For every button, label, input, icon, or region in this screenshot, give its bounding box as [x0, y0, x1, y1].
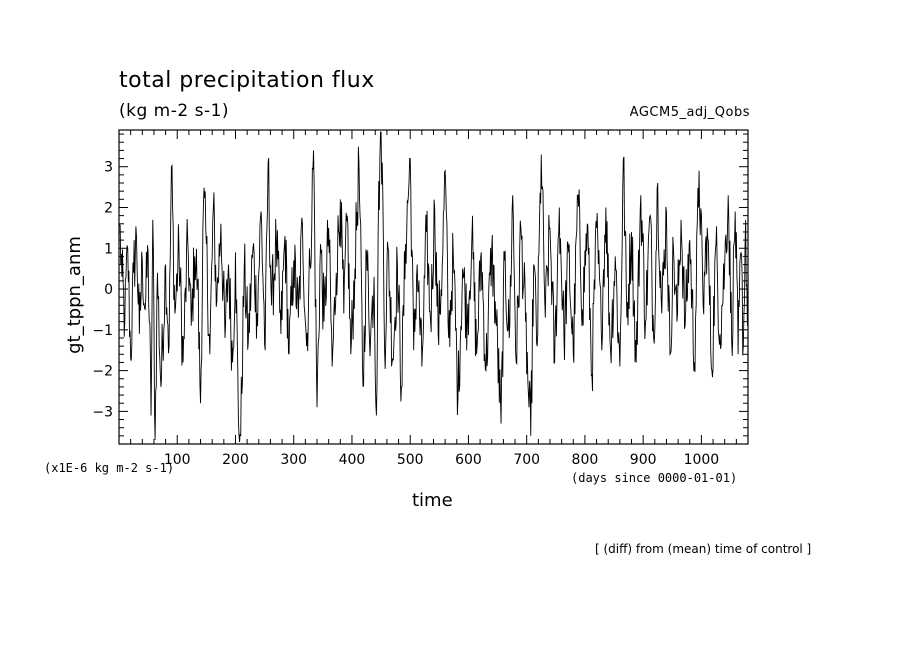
- series-line: [119, 131, 748, 442]
- x-tick-label: 100: [164, 452, 191, 468]
- x-tick-label: 300: [280, 452, 307, 468]
- y-axis-ticks: 3 2 1 0 −1 −2 −3: [92, 133, 748, 445]
- y-tick-label: 0: [104, 282, 113, 298]
- chart-units: (kg m-2 s-1): [119, 101, 230, 121]
- y-tick-label: 3: [104, 160, 113, 176]
- y-axis-label: gt_tppn_anm: [64, 236, 85, 354]
- y-tick-label: −3: [92, 404, 113, 420]
- chart-title: total precipitation flux: [119, 68, 375, 93]
- x-tick-label: 200: [222, 452, 249, 468]
- x-tick-label: 500: [397, 452, 424, 468]
- x-tick-label: 400: [339, 452, 366, 468]
- x-tick-label: 900: [630, 452, 657, 468]
- y-tick-label: −1: [92, 323, 113, 339]
- x-axis-units: (days since 0000-01-01): [571, 471, 738, 485]
- x-tick-label: 1000: [684, 452, 720, 468]
- x-tick-label: 800: [572, 452, 599, 468]
- y-tick-label: 2: [104, 200, 113, 216]
- y-scale-note: (x1E-6 kg m-2 s-1): [44, 461, 175, 475]
- x-axis-ticks: 100 200 300 400 500 600 700 800 900 1000: [130, 130, 737, 468]
- x-tick-label: 700: [513, 452, 540, 468]
- x-axis-label: time: [412, 490, 453, 511]
- x-tick-label: 600: [455, 452, 482, 468]
- plot-frame: [118, 129, 749, 445]
- footnote: [ (diff) from (mean) time of control ]: [595, 542, 812, 556]
- dataset-label: AGCM5_adj_Qobs: [629, 105, 750, 120]
- series-layer: [119, 131, 748, 442]
- y-tick-label: −2: [92, 364, 113, 380]
- y-tick-label: 1: [104, 241, 113, 257]
